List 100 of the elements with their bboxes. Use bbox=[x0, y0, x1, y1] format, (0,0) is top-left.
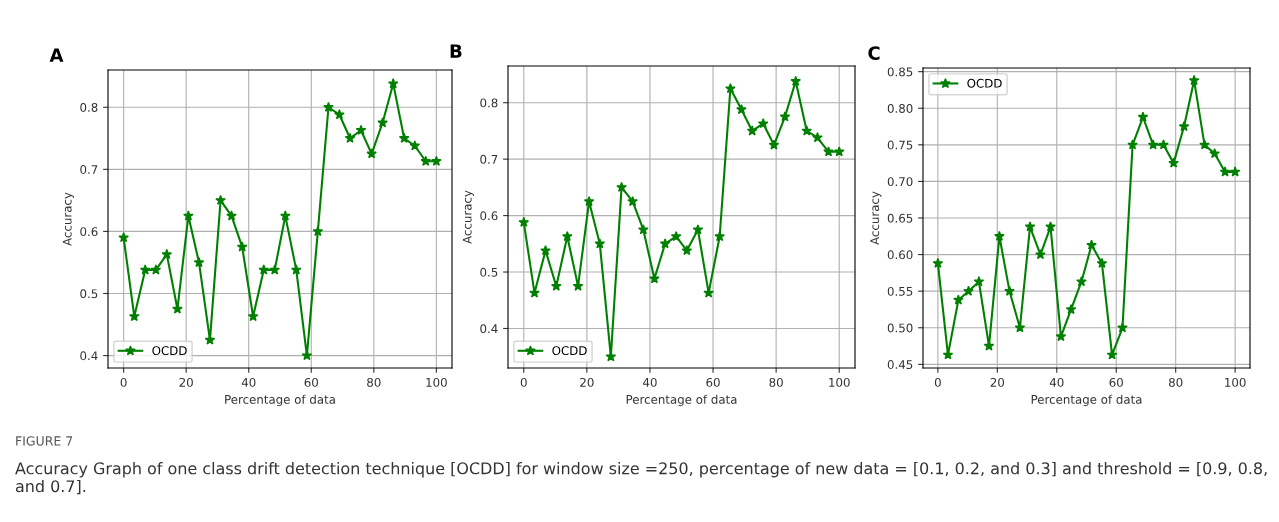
point bbox=[355, 124, 367, 135]
y-tick-label: 0.7 bbox=[480, 154, 498, 164]
point bbox=[139, 264, 151, 275]
point bbox=[269, 264, 281, 275]
point bbox=[409, 140, 421, 151]
point bbox=[323, 101, 334, 112]
y-tick-label: 0.4 bbox=[80, 351, 98, 361]
y-axis-title: Accuracy bbox=[62, 192, 74, 246]
y-tick-label: 0.45 bbox=[887, 360, 913, 369]
y-tick-label: 0.8 bbox=[80, 102, 98, 112]
y-axis-title: Accuracy bbox=[870, 191, 882, 245]
point bbox=[1096, 257, 1108, 268]
point bbox=[1178, 120, 1190, 132]
point bbox=[377, 117, 388, 128]
point bbox=[790, 75, 802, 86]
point bbox=[420, 155, 432, 166]
point bbox=[1168, 157, 1179, 168]
x-tick-label: 0 bbox=[120, 377, 127, 387]
x-tick-label: 0 bbox=[520, 377, 527, 387]
y-tick-label: 0.4 bbox=[480, 324, 498, 334]
point bbox=[150, 264, 162, 275]
point bbox=[561, 230, 573, 242]
chart-title: A bbox=[49, 48, 64, 62]
point bbox=[1086, 239, 1097, 250]
point bbox=[258, 264, 270, 275]
x-tick-label: 20 bbox=[179, 377, 193, 387]
point bbox=[236, 241, 248, 252]
point bbox=[366, 148, 377, 159]
point bbox=[1127, 139, 1138, 150]
y-tick-label: 0.75 bbox=[887, 140, 913, 150]
point bbox=[757, 118, 769, 129]
point bbox=[779, 111, 791, 122]
y-tick-label: 0.85 bbox=[887, 67, 913, 77]
point bbox=[301, 350, 313, 361]
point bbox=[183, 210, 194, 221]
y-tick-label: 0.7 bbox=[80, 165, 98, 174]
y-axis-title: Accuracy bbox=[462, 190, 474, 244]
x-tick-label: 60 bbox=[1109, 377, 1123, 387]
point bbox=[627, 195, 638, 207]
point bbox=[1219, 166, 1231, 177]
point bbox=[1117, 322, 1128, 333]
point bbox=[768, 139, 780, 150]
point bbox=[1229, 166, 1241, 177]
x-tick-label: 100 bbox=[829, 377, 850, 387]
point bbox=[161, 248, 173, 260]
point bbox=[1055, 330, 1067, 342]
point bbox=[1065, 303, 1077, 315]
point bbox=[714, 230, 725, 242]
point bbox=[973, 276, 985, 287]
point bbox=[1024, 221, 1036, 232]
x-tick-label: 80 bbox=[769, 377, 783, 387]
point bbox=[215, 194, 226, 206]
point bbox=[1035, 249, 1046, 260]
point bbox=[540, 245, 551, 256]
point bbox=[518, 216, 530, 227]
point bbox=[812, 132, 823, 143]
y-tick-label: 0.6 bbox=[480, 211, 498, 221]
point bbox=[118, 232, 129, 243]
legend-label: OCDD bbox=[967, 78, 1002, 88]
x-tick-label: 0 bbox=[934, 377, 941, 387]
point bbox=[1045, 221, 1056, 232]
point bbox=[746, 125, 758, 136]
x-tick-label: 100 bbox=[426, 377, 447, 387]
y-tick-label: 0.6 bbox=[80, 227, 98, 237]
point bbox=[1106, 349, 1118, 360]
chart-title: B bbox=[450, 44, 462, 58]
y-tick-label: 0.5 bbox=[480, 267, 498, 277]
point bbox=[681, 245, 693, 256]
point bbox=[659, 238, 671, 249]
x-tick-label: 20 bbox=[580, 377, 594, 387]
point bbox=[529, 287, 540, 298]
y-tick-label: 0.8 bbox=[480, 98, 498, 108]
x-tick-label: 100 bbox=[1225, 377, 1246, 387]
point bbox=[616, 181, 627, 192]
x-axis-title: Percentage of data bbox=[1031, 394, 1142, 407]
point bbox=[290, 264, 302, 275]
x-tick-label: 40 bbox=[241, 377, 256, 387]
point bbox=[932, 257, 944, 268]
y-tick-label: 0.5 bbox=[80, 289, 98, 299]
point bbox=[1004, 285, 1015, 296]
point bbox=[833, 146, 845, 157]
point bbox=[670, 230, 682, 242]
y-tick-label: 0.65 bbox=[887, 213, 913, 223]
point bbox=[725, 83, 736, 94]
point bbox=[387, 78, 399, 89]
x-axis-title: Percentage of data bbox=[225, 394, 335, 407]
point bbox=[1199, 139, 1210, 150]
point bbox=[594, 238, 606, 249]
x-tick-label: 80 bbox=[367, 377, 381, 387]
point bbox=[649, 273, 660, 284]
x-tick-label: 20 bbox=[990, 377, 1005, 387]
point bbox=[312, 225, 324, 237]
x-tick-label: 60 bbox=[304, 377, 318, 387]
point bbox=[1188, 74, 1200, 86]
y-tick-label: 0.70 bbox=[887, 177, 913, 187]
x-tick-label: 60 bbox=[706, 377, 720, 387]
point bbox=[583, 195, 595, 207]
point bbox=[823, 146, 834, 157]
x-tick-label: 80 bbox=[1168, 377, 1183, 387]
y-tick-label: 0.80 bbox=[887, 103, 913, 113]
